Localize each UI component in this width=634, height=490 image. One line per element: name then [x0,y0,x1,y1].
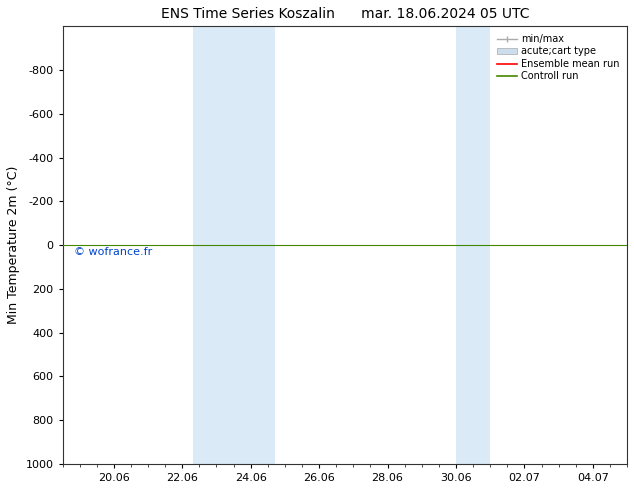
Bar [456,26,490,464]
Bar [193,26,275,464]
Text: © wofrance.fr: © wofrance.fr [74,247,152,257]
Legend: min/max, acute;cart type, Ensemble mean run, Controll run: min/max, acute;cart type, Ensemble mean … [493,30,623,85]
Title: ENS Time Series Koszalin      mar. 18.06.2024 05 UTC: ENS Time Series Koszalin mar. 18.06.2024… [160,7,529,21]
Y-axis label: Min Temperature 2m (°C): Min Temperature 2m (°C) [7,166,20,324]
